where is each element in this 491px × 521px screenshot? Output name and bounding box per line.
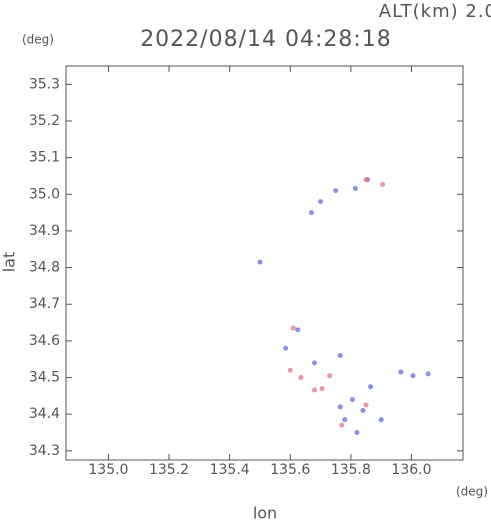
echo-point xyxy=(337,353,343,359)
echo-point xyxy=(287,367,293,373)
echo-point xyxy=(337,404,343,410)
echo-point xyxy=(283,345,289,351)
chart-title: 2022/08/14 04:28:18 xyxy=(140,27,392,52)
echo-point xyxy=(295,327,301,333)
y-unit: (deg) xyxy=(22,33,54,47)
y-tick-label: 35.0 xyxy=(29,186,60,202)
echo-point xyxy=(363,402,369,408)
echo-point xyxy=(368,384,374,390)
y-axis-label: lat xyxy=(0,252,19,273)
echo-point xyxy=(342,417,348,423)
echo-point xyxy=(312,360,318,366)
echo-point xyxy=(352,185,358,191)
y-tick-label: 34.7 xyxy=(29,296,60,312)
plot-frame xyxy=(65,65,464,461)
x-tick-label: 135.8 xyxy=(331,462,371,478)
x-tick-label: 135.4 xyxy=(210,462,250,478)
echo-point xyxy=(380,181,386,187)
x-tick-label: 135.6 xyxy=(270,462,310,478)
echo-point xyxy=(257,259,263,265)
echo-point xyxy=(363,177,369,183)
echo-point xyxy=(319,386,325,392)
echo-point xyxy=(410,373,416,379)
echo-point xyxy=(298,375,304,381)
echo-point xyxy=(308,210,314,216)
y-tick-label: 35.2 xyxy=(29,113,60,129)
echo-point xyxy=(354,430,360,436)
y-tick-label: 34.4 xyxy=(29,406,60,422)
y-tick-label: 35.3 xyxy=(29,76,60,92)
y-tick-label: 34.8 xyxy=(29,260,60,276)
chart-subtitle: ALT(km) 2.0 xyxy=(379,1,491,22)
echo-point xyxy=(398,369,404,375)
echo-point xyxy=(360,408,366,414)
x-tick-label: 135.0 xyxy=(88,462,128,478)
echo-point xyxy=(339,422,345,428)
echo-point xyxy=(378,417,384,423)
echo-point xyxy=(312,387,318,393)
y-tick-label: 34.6 xyxy=(29,333,60,349)
echo-point xyxy=(318,199,324,205)
echo-point xyxy=(290,325,296,331)
y-tick-label: 34.3 xyxy=(29,443,60,459)
echo-point xyxy=(327,373,333,379)
y-tick-label: 34.9 xyxy=(29,223,60,239)
y-tick-label: 35.1 xyxy=(29,150,60,166)
y-tick-label: 34.5 xyxy=(29,370,60,386)
x-tick-label: 135.2 xyxy=(149,462,189,478)
x-axis-label: lon xyxy=(253,504,277,521)
echo-point xyxy=(425,371,431,377)
x-tick-label: 136.0 xyxy=(391,462,431,478)
x-unit: (deg) xyxy=(456,485,488,499)
echo-point xyxy=(333,188,339,194)
echo-point xyxy=(349,397,355,403)
